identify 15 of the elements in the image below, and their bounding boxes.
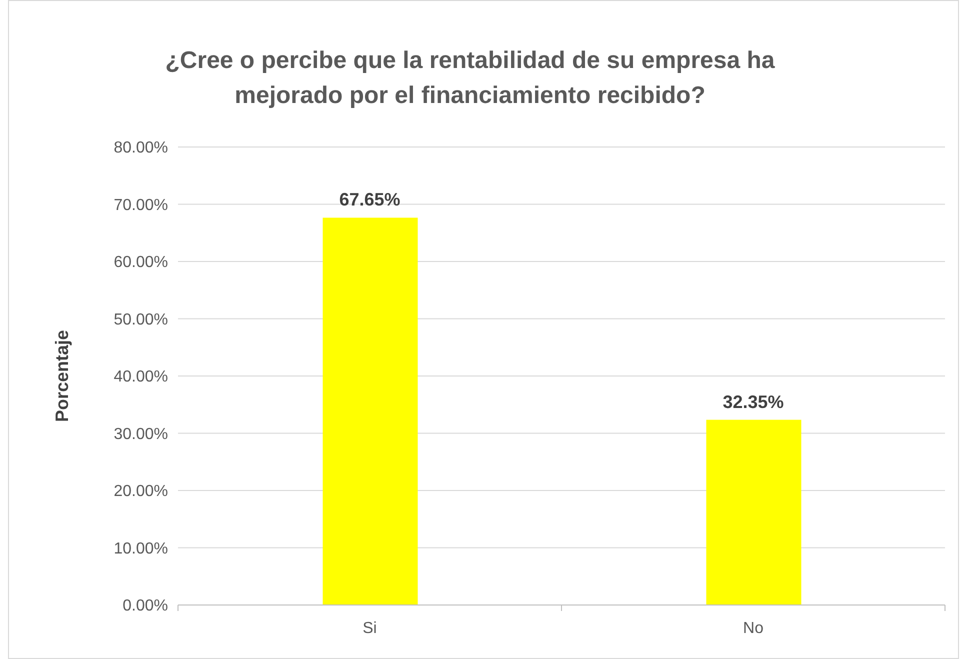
y-tick-label: 30.00% <box>114 426 168 443</box>
y-axis-title: Porcentaje <box>52 330 72 422</box>
y-tick-label: 60.00% <box>114 254 168 272</box>
y-tick-label: 10.00% <box>114 540 168 558</box>
y-tick-label: 80.00% <box>114 140 168 157</box>
x-tick-label: Si <box>362 620 377 637</box>
y-tick-label: 50.00% <box>114 311 168 328</box>
x-tick-label: No <box>743 620 764 637</box>
y-tick-label: 20.00% <box>114 483 168 500</box>
chart-title: ¿Cree o percibe que la rentabilidad de su empresa ha mejorado por el financiamiento recibido? <box>165 47 776 109</box>
y-tick-label: 0.00% <box>122 598 168 615</box>
data-label: 32.35% <box>722 392 784 412</box>
y-tick-label: 70.00% <box>114 196 168 214</box>
y-tick-label: 40.00% <box>114 368 168 386</box>
data-label: 67.65% <box>339 190 400 210</box>
